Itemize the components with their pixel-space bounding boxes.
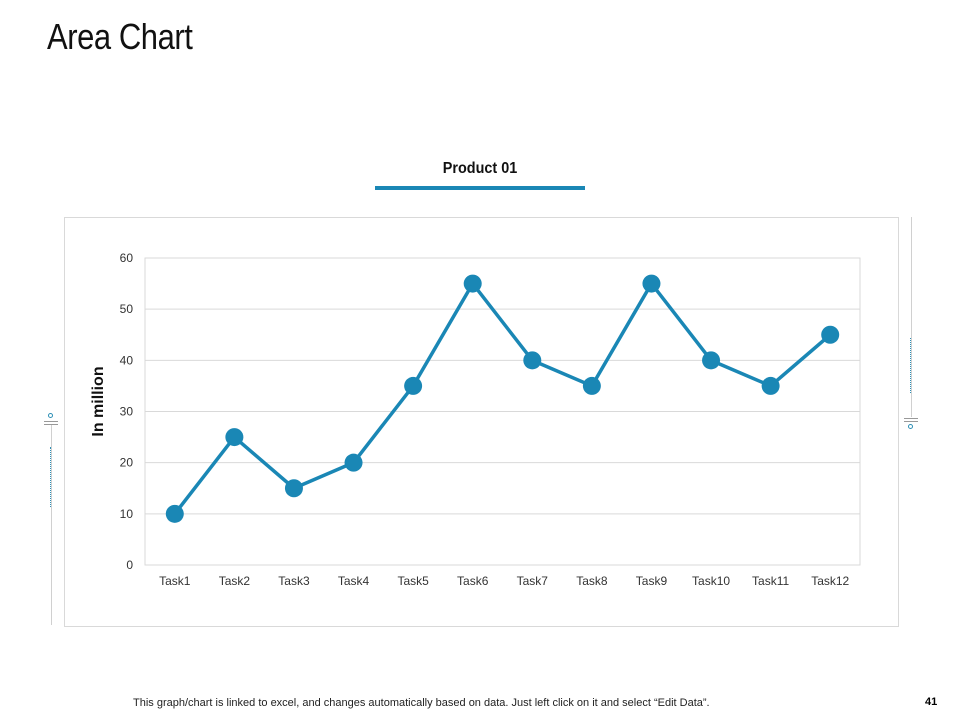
x-tick-label: Task9 — [636, 574, 668, 588]
x-tick-label: Task12 — [811, 574, 849, 588]
page-title: Area Chart — [47, 16, 193, 57]
y-tick-label: 40 — [120, 353, 134, 367]
x-tick-label: Task3 — [278, 574, 310, 588]
y-tick-label: 60 — [120, 251, 134, 265]
data-point — [463, 274, 482, 293]
x-tick-label: Task5 — [397, 574, 429, 588]
data-point — [702, 351, 721, 370]
x-tick-label: Task8 — [576, 574, 608, 588]
data-point — [344, 453, 363, 472]
series-line — [173, 281, 832, 515]
y-tick-label: 30 — [120, 405, 134, 419]
y-tick-label: 0 — [126, 558, 133, 572]
right-deco-tick — [904, 418, 918, 419]
left-deco-tick — [44, 424, 58, 425]
x-tick-label: Task6 — [457, 574, 489, 588]
data-point — [582, 376, 601, 395]
x-tick-label: Task2 — [219, 574, 251, 588]
data-point — [821, 325, 840, 344]
x-tick-label: Task11 — [752, 574, 789, 588]
data-point — [165, 504, 184, 523]
chart-series-title: Product 01 — [442, 160, 518, 177]
data-point — [642, 274, 661, 293]
x-tick-label: Task10 — [692, 574, 730, 588]
data-point — [225, 428, 244, 447]
right-deco-line — [911, 217, 912, 417]
x-tick-label: Task1 — [159, 574, 191, 588]
x-tick-label: Task7 — [517, 574, 549, 588]
right-deco-dash — [910, 338, 912, 393]
left-deco-line — [51, 425, 52, 625]
right-deco-tick — [904, 421, 918, 422]
data-point — [761, 376, 780, 395]
left-deco-tick — [44, 421, 58, 422]
chart-frame[interactable] — [64, 217, 899, 627]
data-point — [404, 376, 423, 395]
series-title-underline — [375, 186, 585, 190]
left-deco-dash — [50, 447, 52, 507]
page-number: 41 — [925, 696, 938, 708]
x-tick-label: Task4 — [338, 574, 370, 588]
data-point — [523, 351, 542, 370]
y-axis-label: In million — [90, 366, 107, 436]
y-tick-label: 10 — [120, 507, 134, 521]
y-tick-label: 50 — [120, 302, 134, 316]
y-tick-label: 20 — [120, 456, 134, 470]
data-point — [284, 479, 303, 498]
left-deco-handle-icon — [48, 413, 53, 418]
footer-note: This graph/chart is linked to excel, and… — [133, 697, 710, 709]
right-deco-handle-icon — [908, 424, 913, 429]
